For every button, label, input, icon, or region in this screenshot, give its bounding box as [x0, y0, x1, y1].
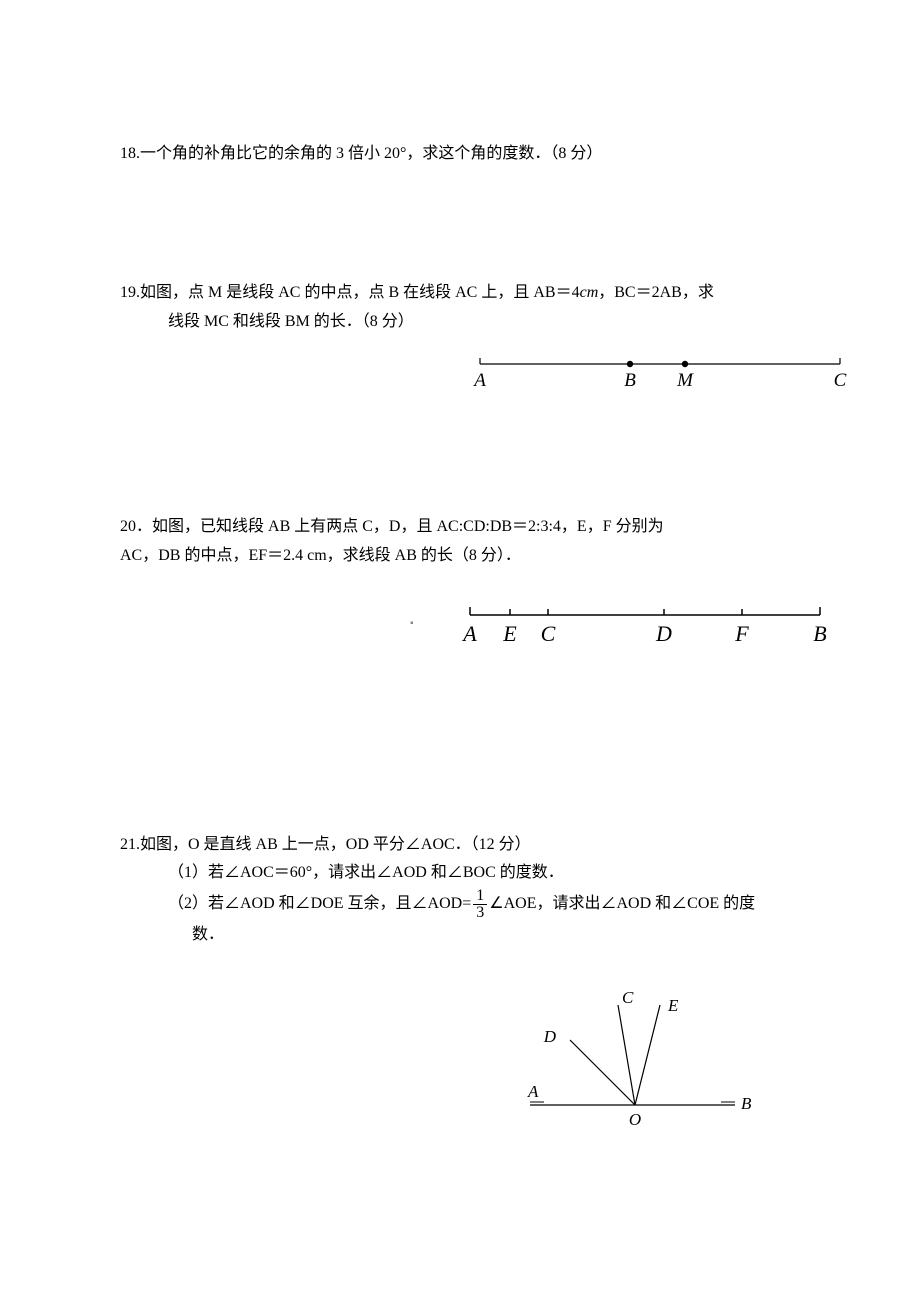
q19-unit: cm [580, 284, 599, 301]
q20-line2: AC，DB 的中点，EF＝2.4 cm，求线段 AB 的长（8 分）． [120, 542, 800, 571]
q20-number: 20． [120, 518, 152, 535]
svg-text:B: B [813, 621, 826, 646]
q20-line1: 如图，已知线段 AB 上有两点 C，D，且 AC:CD:DB＝2:3:4，E，F… [152, 518, 664, 535]
svg-text:A: A [527, 1082, 539, 1101]
q19-line1b: ，BC＝2AB，求 [598, 284, 714, 301]
svg-text:A: A [472, 370, 486, 391]
q20-diagram: AEC D F B [440, 595, 840, 650]
q21-p2b: ∠AOE，请求出∠AOD 和∠COE 的度 [489, 895, 755, 912]
svg-text:C: C [622, 990, 634, 1007]
q19-line1a: 如图，点 M 是线段 AC 的中点，点 B 在线段 AC 上，且 AB＝4 [140, 284, 580, 301]
svg-text:F: F [734, 621, 749, 646]
q21-p2c: 数． [120, 921, 800, 950]
q21-line1: 如图，O 是直线 AB 上一点，OD 平分∠AOC．（12 分） [140, 836, 531, 853]
svg-text:M: M [676, 370, 694, 391]
side-mark-icon: ▪ [410, 615, 414, 633]
q18-text: 一个角的补角比它的余角的 3 倍小 20°，求这个角的度数．（8 分） [140, 145, 602, 162]
svg-text:D: D [543, 1027, 557, 1046]
q21-part2: （2）若∠AOD 和∠DOE 互余，且∠AOD=13∠AOE，请求出∠AOD 和… [120, 888, 800, 921]
q19-diagram: ABMC [460, 342, 860, 392]
frac-num: 1 [473, 888, 487, 905]
svg-text:D: D [655, 621, 672, 646]
q21-diagram: A B C D E O [510, 990, 760, 1135]
question-18: 18.一个角的补角比它的余角的 3 倍小 20°，求这个角的度数．（8 分） [120, 140, 800, 169]
svg-text:C: C [834, 370, 847, 391]
svg-text:E: E [667, 996, 679, 1015]
question-19: 19.如图，点 M 是线段 AC 的中点，点 B 在线段 AC 上，且 AB＝4… [120, 279, 800, 403]
q18-number: 18. [120, 145, 140, 162]
svg-text:C: C [541, 621, 556, 646]
q21-number: 21. [120, 836, 140, 853]
q19-number: 19. [120, 284, 140, 301]
fraction-icon: 13 [473, 888, 487, 921]
frac-den: 3 [473, 905, 487, 921]
svg-text:B: B [741, 1094, 752, 1113]
svg-text:A: A [461, 621, 477, 646]
question-20: 20．如图，已知线段 AB 上有两点 C，D，且 AC:CD:DB＝2:3:4，… [120, 513, 800, 660]
q19-line2: 线段 MC 和线段 BM 的长．（8 分） [120, 308, 800, 337]
svg-text:O: O [629, 1110, 641, 1129]
q21-part1: （1）若∠AOC＝60°，请求出∠AOD 和∠BOC 的度数． [120, 859, 800, 888]
svg-text:B: B [624, 370, 636, 391]
question-21: 21.如图，O 是直线 AB 上一点，OD 平分∠AOC．（12 分） （1）若… [120, 831, 800, 1146]
q21-p2a: （2）若∠AOD 和∠DOE 互余，且∠AOD= [168, 895, 471, 912]
svg-text:E: E [502, 621, 517, 646]
